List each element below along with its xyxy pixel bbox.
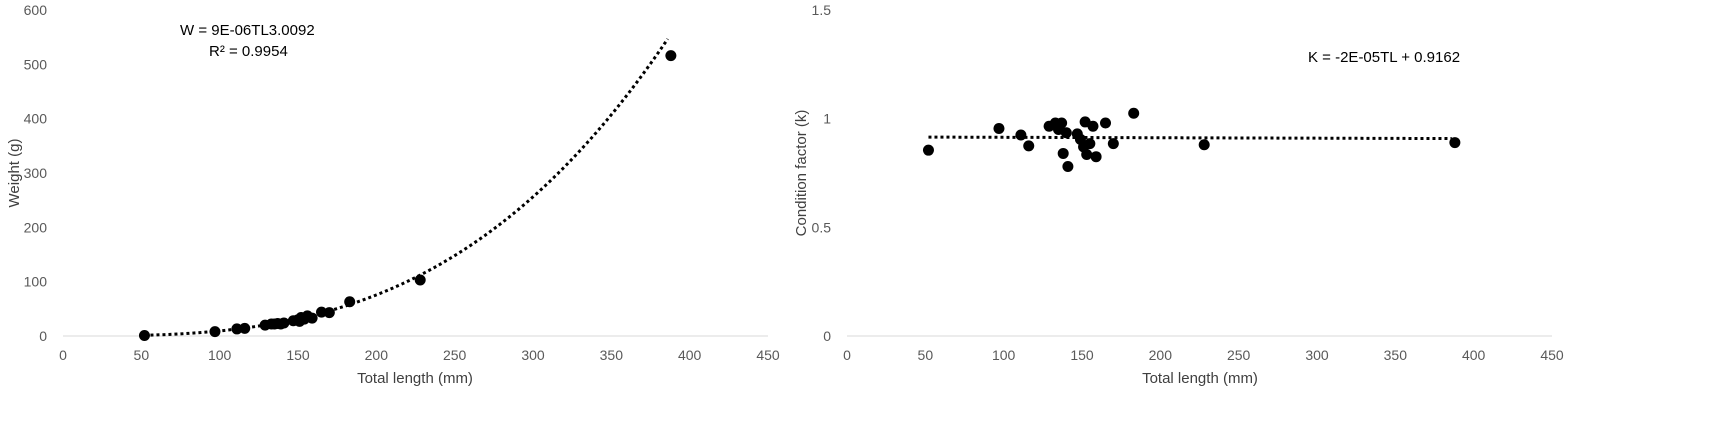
x-tick-label: 200 xyxy=(365,347,389,363)
x-tick-label: 50 xyxy=(918,347,934,363)
equation-label: K = -2E-05TL + 0.9162 xyxy=(1308,49,1460,66)
data-point xyxy=(414,274,426,286)
data-point xyxy=(1062,160,1074,172)
data-point xyxy=(665,50,677,62)
data-point xyxy=(1087,120,1099,132)
x-axis-title: Total length (mm) xyxy=(1142,370,1258,387)
data-point xyxy=(1128,107,1140,119)
data-point xyxy=(278,317,290,329)
data-point xyxy=(1056,117,1068,129)
data-point xyxy=(1107,138,1119,150)
data-point xyxy=(138,329,150,341)
x-tick-label: 400 xyxy=(678,347,702,363)
y-axis-title: Weight (g) xyxy=(6,139,23,208)
data-point xyxy=(306,312,318,324)
x-axis-title: Total length (mm) xyxy=(357,370,473,387)
data-point xyxy=(239,322,251,334)
power-trendline xyxy=(144,38,669,337)
data-point xyxy=(1084,138,1096,150)
data-point xyxy=(993,122,1005,134)
y-tick-label: 1.5 xyxy=(812,2,832,18)
data-point xyxy=(1015,129,1027,141)
data-point xyxy=(1090,151,1102,163)
x-tick-label: 50 xyxy=(134,347,150,363)
x-tick-label: 400 xyxy=(1462,347,1486,363)
y-tick-label: 0 xyxy=(823,328,831,344)
y-tick-label: 600 xyxy=(24,2,48,18)
y-tick-label: 400 xyxy=(24,111,48,127)
data-point xyxy=(209,326,221,338)
data-point xyxy=(323,307,335,319)
x-tick-label: 150 xyxy=(286,347,310,363)
data-point xyxy=(1057,147,1069,159)
x-tick-label: 300 xyxy=(1305,347,1329,363)
x-tick-label: 100 xyxy=(208,347,232,363)
equation-label: W = 9E-06TL3.0092 xyxy=(180,22,315,39)
data-point xyxy=(922,144,934,156)
x-tick-label: 150 xyxy=(1070,347,1094,363)
y-tick-label: 0 xyxy=(39,328,47,344)
data-point xyxy=(1100,117,1111,129)
y-tick-label: 500 xyxy=(24,56,48,72)
data-point xyxy=(344,296,356,308)
data-point xyxy=(231,323,243,335)
x-tick-label: 450 xyxy=(756,347,780,363)
x-tick-label: 0 xyxy=(843,347,851,363)
x-tick-label: 100 xyxy=(992,347,1016,363)
x-tick-label: 450 xyxy=(1540,347,1564,363)
x-tick-label: 250 xyxy=(1227,347,1251,363)
y-tick-label: 200 xyxy=(24,219,48,235)
data-point xyxy=(1081,149,1093,161)
weight-length-chart: 0 50 100 150 200 250 300 350 400 450 0 100 200 300 40… xyxy=(6,2,780,387)
y-tick-label: 300 xyxy=(24,165,48,181)
data-point xyxy=(1449,137,1461,149)
data-point xyxy=(1023,140,1035,152)
x-tick-label: 0 xyxy=(59,347,67,363)
data-point xyxy=(1198,139,1210,151)
x-tick-label: 300 xyxy=(521,347,545,363)
x-tick-label: 250 xyxy=(443,347,467,363)
condition-factor-chart: 0 50 100 150 200 250 300 350 400 450 0 0.5 1 1.5 K =… xyxy=(793,2,1564,387)
data-point xyxy=(316,306,327,318)
x-tick-label: 350 xyxy=(1384,347,1408,363)
linear-trendline xyxy=(928,135,1452,141)
r-squared-label: R² = 0.9954 xyxy=(209,43,288,60)
y-axis-title: Condition factor (k) xyxy=(793,110,810,237)
y-tick-label: 1 xyxy=(823,111,831,127)
data-point xyxy=(1060,127,1072,139)
x-tick-label: 350 xyxy=(600,347,624,363)
y-tick-label: 100 xyxy=(24,274,48,290)
y-tick-label: 0.5 xyxy=(812,219,832,235)
x-tick-label: 200 xyxy=(1149,347,1173,363)
